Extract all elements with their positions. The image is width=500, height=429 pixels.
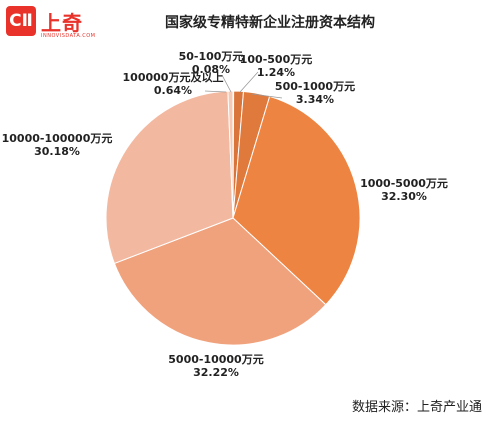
data-source: 数据来源：上奇产业通 [351,400,482,415]
brand-logo: CⅡ 上奇 INNOVISDATA.COM [6,6,96,42]
slice-value-label: 0.08% [192,63,230,76]
logo-subtext: INNOVISDATA.COM [41,33,96,39]
slice-label: 1000-5000万元 [360,177,448,190]
chart-title: 国家级专精特新企业注册资本结构 [165,15,375,31]
slice-value-label: 32.22% [193,366,239,379]
leader-line [221,74,232,93]
slice-value-label: 1.24% [257,66,295,79]
pie-slice [113,217,327,346]
slice-label: 50-100万元 [179,50,244,63]
pie-slice [105,90,234,265]
slice-label: 5000-10000万元 [168,353,263,366]
slice-value-label: 3.34% [296,93,334,106]
leader-line [251,93,283,99]
pie-slice [232,95,361,306]
leader-line [204,90,227,93]
slice-label: 500-1000万元 [275,80,355,93]
slice-value-label: 0.64% [154,84,192,97]
logo-name: 上奇 [41,11,83,35]
slice-value-label: 32.30% [381,190,427,203]
slice-label: 100-500万元 [240,53,313,66]
slice-value-label: 30.18% [34,145,80,158]
logo-mark-icon: CⅡ [6,6,36,36]
slice-label: 100000万元及以上 [123,70,224,84]
leader-line [239,71,259,93]
slice-label: 10000-100000万元 [2,132,113,145]
